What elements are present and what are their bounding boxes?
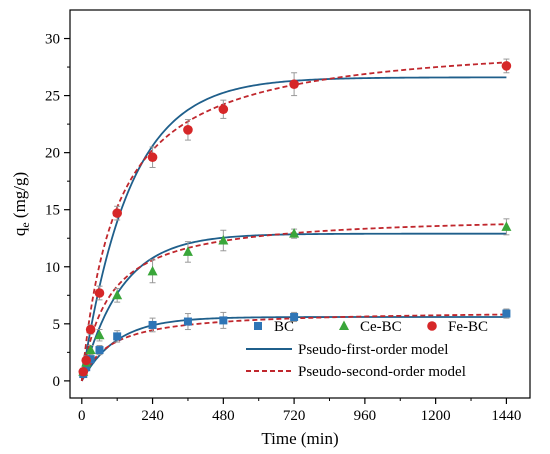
point-ce-bc (94, 329, 105, 340)
first-order-curve-ce-bc (80, 232, 507, 382)
x-axis-ticks: 0 240 480 720 960 1200 1440 (78, 398, 521, 424)
legend-label-first-order: Pseudo-first-order model (298, 342, 448, 358)
data-points (78, 61, 512, 379)
point-bc (219, 316, 228, 325)
y-tick-label: 10 (45, 260, 60, 276)
point-bc (290, 312, 299, 321)
plot-frame (69, 9, 531, 399)
point-fe-bc (81, 355, 92, 366)
y-axis-title-unit: (mg/g) (10, 172, 29, 223)
point-ce-bc (112, 289, 123, 300)
legend-marker-fe-bc (427, 321, 437, 331)
point-fe-bc (147, 152, 158, 163)
y-tick-label: 30 (45, 32, 60, 48)
point-fe-bc (218, 104, 229, 115)
y-axis-ticks: 0 5 10 15 20 25 30 (45, 32, 70, 390)
x-tick-label: 240 (141, 408, 164, 424)
point-bc (148, 320, 157, 329)
point-ce-bc (85, 344, 96, 355)
x-tick-label: 1440 (491, 408, 521, 424)
model-curves (80, 61, 507, 382)
point-fe-bc (94, 288, 105, 298)
point-fe-bc (501, 61, 512, 71)
point-bc (113, 332, 122, 341)
y-axis-title-symbol: q (10, 227, 29, 236)
point-bc (82, 363, 91, 372)
point-fe-bc (183, 125, 193, 135)
point-bc (95, 346, 104, 355)
y-tick-label: 15 (45, 203, 60, 219)
legend-marker-bc (254, 322, 262, 330)
point-bc (502, 309, 511, 318)
y-axis-title-subscript: e (18, 222, 32, 227)
legend-label-fe-bc: Fe-BC (448, 319, 488, 335)
point-ce-bc (289, 228, 300, 238)
error-bars (80, 58, 510, 378)
x-tick-label: 1200 (421, 408, 451, 424)
x-tick-label: 480 (212, 408, 235, 424)
x-tick-label: 720 (283, 408, 306, 424)
y-tick-label: 0 (53, 374, 61, 390)
point-fe-bc (112, 208, 122, 218)
x-tick-label: 0 (78, 408, 86, 424)
second-order-curve-fe-bc (80, 61, 507, 381)
x-tick-label: 960 (354, 408, 377, 424)
point-ce-bc (501, 221, 512, 231)
x-axis-title: Time (min) (261, 429, 338, 448)
point-fe-bc (85, 324, 96, 335)
point-ce-bc (147, 265, 158, 276)
y-tick-label: 20 (45, 146, 60, 162)
point-fe-bc (289, 79, 299, 89)
point-fe-bc (78, 366, 89, 377)
legend-label-ce-bc: Ce-BC (360, 319, 402, 335)
legend-label-bc: BC (274, 319, 294, 335)
point-ce-bc (218, 235, 229, 245)
legend-marker-ce-bc (339, 320, 349, 330)
y-tick-label: 5 (53, 317, 61, 333)
y-axis-title: qe (mg/g) (10, 172, 32, 236)
point-ce-bc (182, 246, 193, 256)
y-tick-label: 25 (45, 89, 60, 105)
point-bc (183, 317, 192, 326)
legend-label-second-order: Pseudo-second-order model (298, 364, 466, 380)
